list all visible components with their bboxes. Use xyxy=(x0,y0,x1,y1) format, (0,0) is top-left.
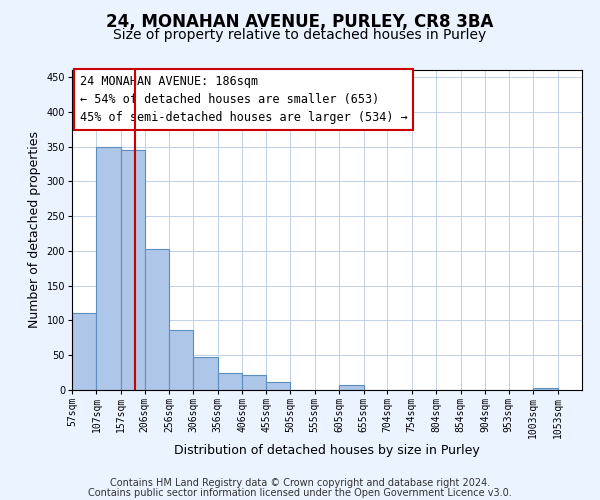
Bar xyxy=(121,150,145,390)
Bar xyxy=(533,388,557,390)
Bar xyxy=(242,374,266,390)
X-axis label: Distribution of detached houses by size in Purley: Distribution of detached houses by size … xyxy=(174,444,480,456)
Bar xyxy=(266,382,290,390)
Text: 24 MONAHAN AVENUE: 186sqm
← 54% of detached houses are smaller (653)
45% of semi: 24 MONAHAN AVENUE: 186sqm ← 54% of detac… xyxy=(80,75,407,124)
Y-axis label: Number of detached properties: Number of detached properties xyxy=(28,132,41,328)
Text: Size of property relative to detached houses in Purley: Size of property relative to detached ho… xyxy=(113,28,487,42)
Bar xyxy=(339,385,364,390)
Bar xyxy=(97,146,121,390)
Bar xyxy=(145,249,169,390)
Bar xyxy=(72,314,97,390)
Text: 24, MONAHAN AVENUE, PURLEY, CR8 3BA: 24, MONAHAN AVENUE, PURLEY, CR8 3BA xyxy=(106,12,494,30)
Text: Contains HM Land Registry data © Crown copyright and database right 2024.: Contains HM Land Registry data © Crown c… xyxy=(110,478,490,488)
Bar xyxy=(169,330,193,390)
Bar xyxy=(193,358,218,390)
Text: Contains public sector information licensed under the Open Government Licence v3: Contains public sector information licen… xyxy=(88,488,512,498)
Bar xyxy=(218,372,242,390)
